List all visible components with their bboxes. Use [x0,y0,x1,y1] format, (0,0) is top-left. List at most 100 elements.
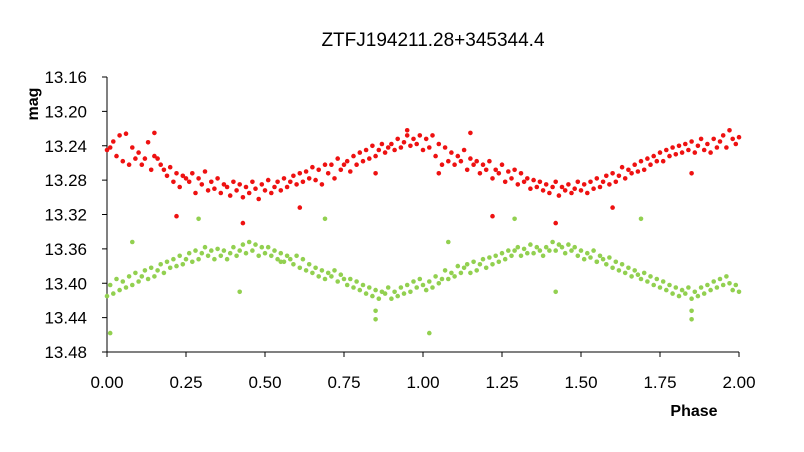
data-point [107,282,113,288]
data-point [512,216,517,222]
data-point [104,147,110,153]
data-point [303,268,309,273]
data-point [714,145,720,150]
data-point [145,276,151,282]
data-point [130,239,135,245]
data-point [430,133,435,138]
data-point [186,250,192,256]
data-point [433,274,438,279]
data-point [442,145,448,150]
data-point [218,253,224,259]
data-point [164,173,170,179]
data-point [322,216,328,222]
data-point [635,272,641,278]
data-point [205,253,211,259]
data-point [638,276,644,282]
data-point [673,285,679,290]
data-points [104,128,742,336]
data-point [720,133,726,138]
data-point [152,153,157,159]
data-point [376,296,382,302]
data-point [167,164,173,170]
data-point [446,276,451,282]
data-point [664,147,669,153]
data-point [398,145,404,150]
data-point [373,153,378,159]
data-point [458,270,464,276]
data-point [689,317,694,322]
data-point [502,179,508,185]
data-point [370,143,375,149]
data-point [316,274,322,279]
data-point [515,244,521,250]
data-point [389,141,394,147]
data-point [190,259,195,265]
data-point [404,133,410,138]
data-point [509,176,514,181]
data-point [183,256,189,262]
data-point [521,179,527,185]
data-point [322,162,328,167]
data-point [117,287,122,293]
data-point [360,282,366,288]
data-point [566,242,571,247]
data-point [708,287,713,293]
data-point [171,179,176,185]
data-point [607,182,612,187]
data-point [553,220,558,226]
data-point [585,190,590,196]
data-point [284,253,290,259]
data-point [130,282,135,288]
data-point [107,145,113,150]
data-point [433,153,438,159]
data-point [404,128,410,133]
data-point [629,274,634,279]
axes [102,76,740,357]
data-point [104,293,110,299]
data-point [272,248,277,253]
data-point [114,153,119,159]
data-point [528,186,533,191]
data-point [275,256,280,262]
data-point [427,279,432,284]
data-point [547,190,552,196]
data-point [660,158,666,164]
data-point [335,279,341,284]
data-point [221,182,227,187]
data-point [227,193,233,198]
data-point [300,256,306,262]
data-point [531,177,536,183]
data-point [237,182,242,187]
data-point [278,188,284,193]
data-point [123,131,129,136]
data-point [521,246,527,252]
data-point [594,259,600,265]
data-point [306,262,312,267]
data-point [468,130,473,136]
data-point [155,156,160,161]
data-point [600,179,606,185]
data-point [654,276,660,282]
data-point [139,274,145,279]
data-point [461,147,467,153]
data-point [278,250,284,256]
x-tick-label: 2.00 [722,373,755,392]
data-point [733,141,739,147]
x-tick-label: 1.00 [406,373,439,392]
data-point [404,282,410,288]
data-point [427,145,432,150]
data-point [619,164,625,170]
data-point [313,265,318,271]
data-point [483,265,489,271]
data-point [490,213,495,219]
data-point [186,179,192,185]
data-point [610,265,615,271]
data-point [401,291,407,296]
data-point [246,239,252,245]
data-point [408,289,413,295]
data-point [193,248,198,253]
data-point [537,179,543,185]
x-tick-label: 0.25 [169,373,202,392]
data-point [458,158,464,164]
data-point [569,190,574,196]
